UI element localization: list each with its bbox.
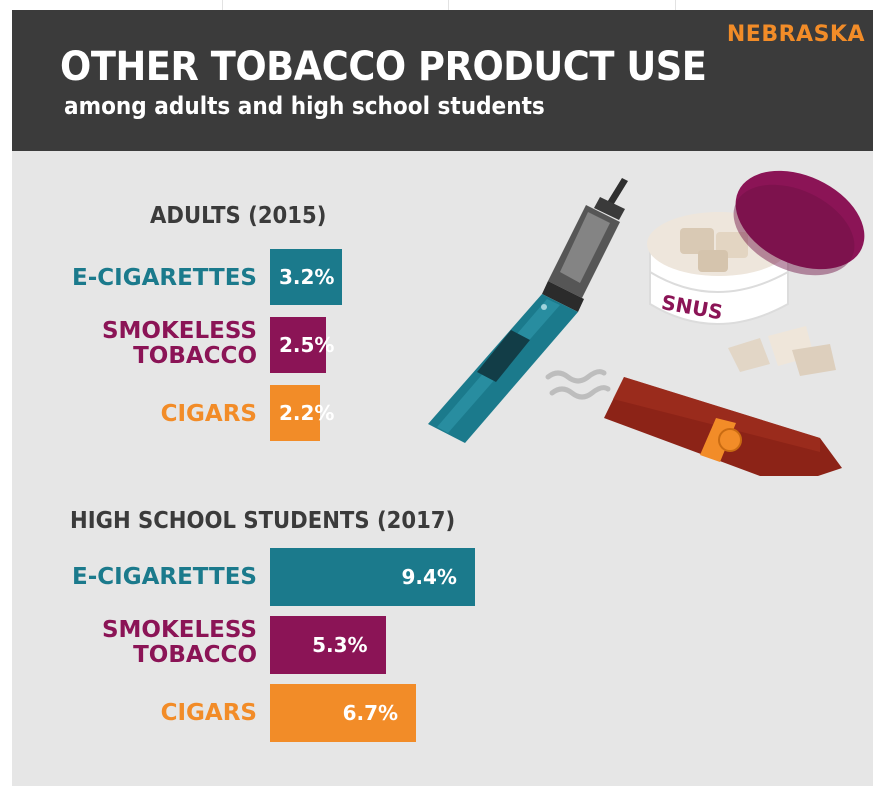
- category-label: CIGARS: [160, 401, 257, 427]
- e-cigarette-icon: [428, 178, 628, 443]
- bar-value-label: 2.5%: [279, 333, 335, 357]
- bar-value-label: 5.3%: [312, 633, 368, 657]
- divider: [222, 0, 223, 10]
- state-label: NEBRASKA: [726, 22, 865, 47]
- bar: [270, 317, 327, 373]
- category-label: E-CIGARETTES: [72, 265, 257, 291]
- divider: [675, 0, 676, 10]
- tobacco-products-illustration: SNUS: [428, 170, 865, 476]
- top-strip: [0, 0, 873, 10]
- smoke-icon: [545, 369, 611, 400]
- divider: [448, 0, 449, 10]
- header: NEBRASKA OTHER TOBACCO PRODUCT USE among…: [12, 10, 873, 151]
- chart-title: HIGH SCHOOL STUDENTS (2017): [70, 508, 456, 534]
- bar: [270, 616, 386, 674]
- category-label: SMOKELESS TOBACCO: [101, 617, 257, 668]
- bar: [270, 548, 475, 606]
- bar-value-label: 2.2%: [279, 401, 335, 425]
- category-label: CIGARS: [160, 700, 257, 726]
- chart-title: ADULTS (2015): [150, 203, 327, 229]
- bar-value-label: 3.2%: [279, 265, 335, 289]
- bar-value-label: 6.7%: [342, 701, 399, 725]
- page-subtitle: among adults and high school students: [64, 92, 545, 120]
- snus-tin-icon: SNUS: [647, 170, 865, 376]
- bar: [270, 684, 417, 742]
- bar: [270, 385, 320, 441]
- category-label: SMOKELESS TOBACCO: [101, 318, 257, 369]
- bar-value-label: 9.4%: [401, 565, 457, 589]
- cigar-icon: [604, 377, 842, 476]
- category-label: E-CIGARETTES: [72, 564, 257, 590]
- bar: [270, 249, 342, 305]
- page-title: OTHER TOBACCO PRODUCT USE: [60, 44, 707, 90]
